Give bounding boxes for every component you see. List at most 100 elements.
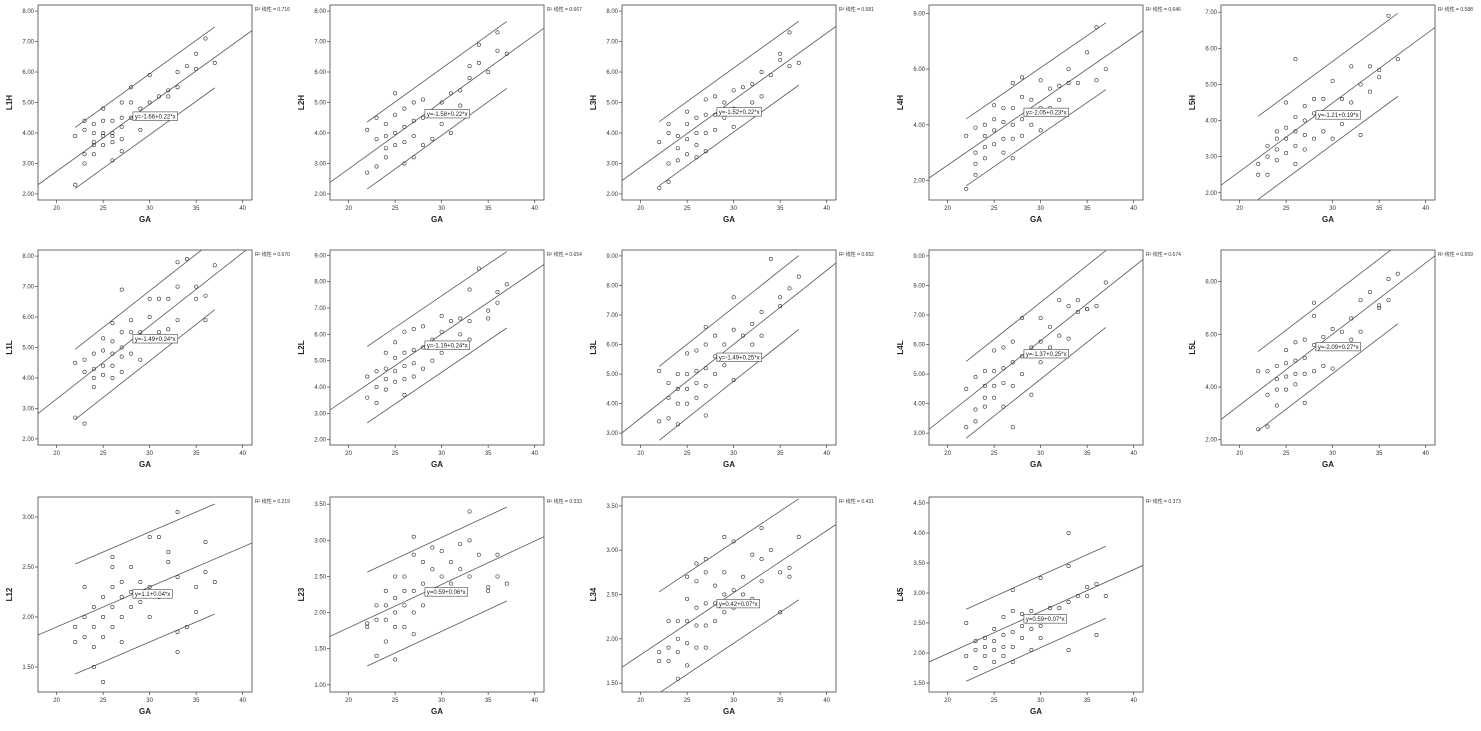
data-point (1274, 363, 1279, 368)
data-point (1010, 136, 1015, 141)
scatter-panel-l23: 20 25 30 35 40 1.00 1.50 2.00 2.50 3.00 3.50 GA L23 R… (296, 496, 586, 727)
plot-frame (928, 249, 1144, 446)
data-point (722, 610, 727, 615)
data-point (101, 680, 106, 685)
data-point (703, 97, 708, 102)
data-point (778, 51, 783, 56)
data-point (212, 580, 217, 585)
data-point (694, 605, 699, 610)
data-point (476, 552, 481, 557)
data-point (383, 155, 388, 160)
data-point (1103, 280, 1108, 285)
data-point (156, 296, 161, 301)
data-point (393, 596, 398, 601)
data-point (759, 310, 764, 315)
x-tick-label: 25 (684, 206, 691, 212)
scatter-svg: 20 25 30 35 40 2.00 3.00 4.00 5.00 6.00 7.00 8.00 9.… (297, 249, 582, 469)
data-point (374, 369, 379, 374)
data-point (1010, 609, 1015, 614)
data-point (439, 549, 444, 554)
data-point (495, 48, 500, 53)
y-tick-label: 2.50 (913, 621, 925, 627)
data-point (129, 318, 134, 323)
scatter-panel-l4l: 20 25 30 35 40 3.00 4.00 5.00 6.00 7.00 8.00 9.00 GA… (895, 249, 1185, 480)
data-point (1274, 136, 1279, 141)
y-tick-label: 1.50 (22, 665, 34, 671)
data-point (365, 621, 370, 626)
data-point (383, 387, 388, 392)
r2-label: R² 线性 = 0.373 (1146, 498, 1181, 505)
data-point (982, 133, 987, 138)
data-point (685, 137, 690, 142)
data-point (1010, 383, 1015, 388)
data-point (1265, 172, 1270, 177)
upper-band-line (966, 545, 1106, 610)
y-tick-label: 4.00 (606, 131, 618, 137)
data-point (504, 51, 509, 56)
data-point (365, 625, 370, 630)
data-point (1358, 298, 1363, 303)
data-point (1066, 530, 1071, 535)
x-tick-label: 30 (730, 451, 737, 457)
y-tick-label: 3.50 (913, 561, 925, 567)
data-point (82, 421, 87, 426)
data-point (476, 42, 481, 47)
upper-band-line (366, 251, 508, 347)
data-point (411, 534, 416, 539)
y-tick-label: 3.00 (22, 406, 34, 412)
data-point (119, 345, 124, 350)
data-point (101, 134, 106, 139)
x-tick-label: 40 (531, 698, 538, 704)
data-point (1066, 648, 1071, 653)
data-point (1066, 81, 1071, 86)
data-point (1265, 424, 1270, 429)
data-point (750, 100, 755, 105)
data-point (796, 60, 801, 65)
y-axis-label: L45 (896, 587, 905, 601)
scatter-panel-l4h: 20 25 30 35 40 2.00 4.00 6.00 8.00 GA L4H R² 线性 = 0… (895, 4, 1185, 235)
x-tick-label: 35 (485, 206, 492, 212)
data-point (796, 534, 801, 539)
data-point (685, 574, 690, 579)
y-tick-label: 4.00 (314, 131, 326, 137)
equation-box (132, 334, 178, 344)
y-tick-label: 6.00 (22, 70, 34, 76)
y-tick-label: 8.00 (22, 254, 34, 260)
data-point (973, 666, 978, 671)
data-point (393, 574, 398, 579)
data-point (138, 600, 143, 605)
data-point (1047, 345, 1052, 350)
data-point (722, 570, 727, 575)
data-point (1010, 588, 1015, 593)
data-point (91, 121, 96, 126)
data-point (365, 395, 370, 400)
data-point (992, 103, 997, 108)
r2-label: R² 线性 = 0.659 (1438, 251, 1473, 258)
data-point (110, 118, 115, 123)
data-point (1330, 366, 1335, 371)
y-tick-label: 4.00 (913, 402, 925, 408)
data-point (973, 375, 978, 380)
data-point (1001, 136, 1006, 141)
x-tick-label: 25 (991, 451, 998, 457)
y-tick-label: 5.00 (913, 372, 925, 378)
data-point (439, 329, 444, 334)
data-point (421, 115, 426, 120)
equation-box (132, 589, 173, 599)
fit-line (622, 26, 836, 181)
y-tick-label: 1.50 (913, 681, 925, 687)
data-point (694, 561, 699, 566)
data-point (365, 374, 370, 379)
y-tick-label: 3.00 (314, 161, 326, 167)
data-point (166, 296, 171, 301)
fit-line (929, 565, 1143, 663)
data-point (722, 115, 727, 120)
data-point (1367, 89, 1372, 94)
data-point (1020, 612, 1025, 617)
y-tick-label: 3.00 (1205, 155, 1217, 161)
y-tick-label: 4.00 (1205, 119, 1217, 125)
data-point (759, 579, 764, 584)
x-axis-label: GA (723, 215, 735, 224)
data-point (129, 330, 134, 335)
